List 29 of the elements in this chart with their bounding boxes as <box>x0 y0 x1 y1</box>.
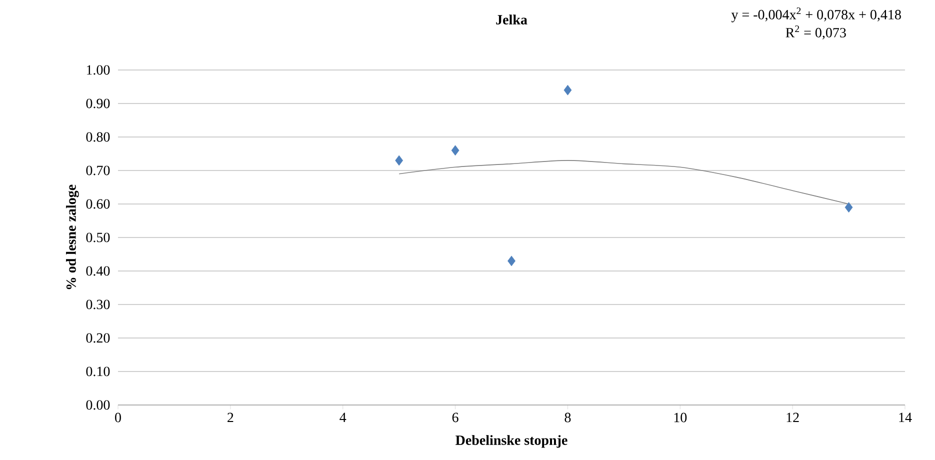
y-tick-label: 0.70 <box>86 166 110 176</box>
x-tick-label: 14 <box>899 412 912 422</box>
y-tick-label: 0.50 <box>86 232 110 242</box>
y-tick-label: 0.60 <box>86 199 110 209</box>
point <box>451 145 460 156</box>
point <box>508 256 516 266</box>
y-axis-title: % od lesne zaloge <box>66 184 79 290</box>
y-tick-label: 0.10 <box>86 366 110 376</box>
point <box>395 155 404 166</box>
chart-title: Jelka <box>496 14 528 24</box>
text: y = -0,004x$^{2}$ + 0,078x + 0,418 <box>731 8 901 22</box>
y-tick-label: 0.30 <box>86 300 110 310</box>
y-tick-label: 0.90 <box>86 98 110 108</box>
y-tick-label: 0.40 <box>86 266 110 276</box>
x-tick-label: 8 <box>564 412 571 422</box>
text: R$^{2}$ = 0,073 <box>786 26 846 40</box>
x-tick-label: 6 <box>452 412 458 422</box>
x-tick-label: 2 <box>228 412 234 422</box>
x-tick-label: 4 <box>340 412 346 422</box>
point <box>844 202 853 213</box>
point <box>564 84 572 96</box>
x-tick-label: 0 <box>115 412 121 422</box>
y-tick-label: 0.00 <box>86 400 110 410</box>
x-tick-label: 12 <box>786 412 799 422</box>
y-tick-label: 1.00 <box>86 65 110 75</box>
y-tick-label: 0.80 <box>86 132 110 142</box>
x-tick-label: 10 <box>674 412 687 422</box>
y-tick-label: 0.20 <box>86 333 110 343</box>
x-axis-title: Debelinske stopnje <box>456 435 568 448</box>
